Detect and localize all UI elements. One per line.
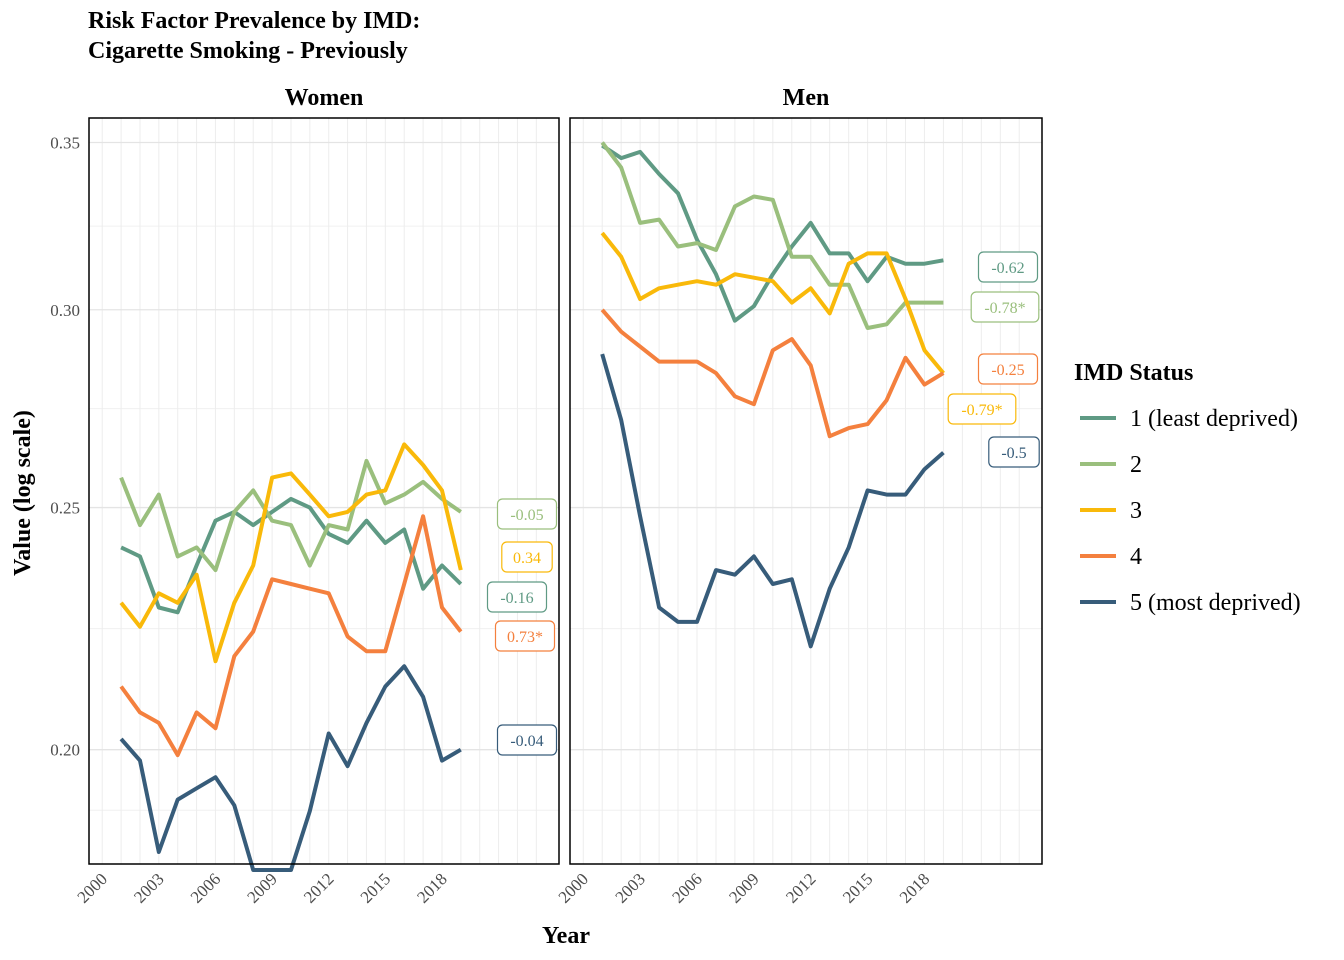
facet-label: Women (285, 85, 364, 111)
legend-label: 3 (1130, 498, 1142, 524)
series-line-5 (600, 353, 945, 649)
x-tick-label: 2006 (187, 869, 224, 906)
trend-label: 0.73* (494, 620, 556, 652)
trend-label-box (947, 393, 1017, 425)
trend-label-box (501, 541, 553, 573)
trend-label-text: -0.16 (500, 590, 533, 607)
series-line-4 (119, 514, 463, 758)
trend-label: -0.25 (977, 353, 1039, 385)
legend-item: 2 (1080, 452, 1142, 478)
trend-label: -0.62 (977, 251, 1039, 283)
chart-subtitle: Cigarette Smoking - Previously (88, 38, 408, 64)
trend-label-box (977, 251, 1039, 283)
series-line-3 (119, 442, 463, 664)
y-tick-label: 0.35 (50, 134, 80, 153)
trend-label: 0.34 (501, 541, 553, 573)
trend-label: -0.79* (947, 393, 1017, 425)
trend-label-box (496, 498, 558, 530)
x-tick-label: 2006 (668, 869, 705, 906)
trend-label-text: -0.25 (991, 362, 1024, 379)
series-line-1 (120, 496, 463, 615)
trend-label: -0.05 (496, 498, 558, 530)
panel-women: Women 0.20 0.25 0.30 0.35 2000 2003 2006 2009 201… (50, 85, 560, 907)
x-axis-title: Year (542, 923, 590, 949)
x-tick-label: 2000 (74, 869, 111, 906)
trend-label-box (486, 581, 548, 613)
x-tick-label: 2000 (555, 869, 592, 906)
x-tick-label: 2009 (725, 869, 762, 906)
trend-label-text: -0.78* (984, 300, 1025, 317)
series-line-2 (600, 141, 944, 330)
panel-border (88, 117, 560, 865)
legend-label: 5 (most deprived) (1130, 590, 1301, 616)
x-tick-label: 2012 (782, 869, 819, 906)
y-axis-title: Value (log scale) (10, 410, 36, 576)
y-tick-label: 0.25 (50, 499, 80, 518)
series-line-5 (119, 664, 462, 872)
legend-label: 1 (least deprived) (1130, 406, 1298, 432)
series-line-2 (119, 458, 462, 573)
trend-label: -0.78* (970, 291, 1040, 323)
chart-title: Risk Factor Prevalence by IMD: (88, 8, 420, 34)
trend-label-text: -0.05 (510, 507, 543, 524)
x-tick-label: 2018 (896, 869, 933, 906)
panel-border (569, 117, 1043, 865)
trend-label-box (496, 724, 558, 756)
trend-label-text: -0.04 (510, 733, 543, 750)
trend-label-text: -0.62 (991, 260, 1024, 277)
trend-label-box (970, 291, 1040, 323)
legend: IMD Status 1 (least deprived) 2 3 4 5 (most … (1074, 360, 1301, 616)
panel-men: Men 2000 2003 2006 2009 2012 2015 2018 -0.62 -0.7… (555, 85, 1043, 907)
y-tick-label: 0.30 (50, 301, 80, 320)
y-tick-label: 0.20 (50, 741, 80, 760)
x-tick-label: 2003 (130, 869, 167, 906)
trend-label-text: -0.5 (1001, 445, 1026, 462)
trend-label-box (494, 620, 556, 652)
trend-label-text: -0.79* (961, 402, 1002, 419)
x-tick-label: 2003 (611, 869, 648, 906)
x-tick-label: 2015 (357, 869, 394, 906)
x-tick-label: 2015 (839, 869, 876, 906)
legend-item: 4 (1080, 544, 1142, 570)
trend-label-text: 0.34 (513, 550, 541, 567)
trend-label: -0.16 (486, 581, 548, 613)
facet-label: Men (783, 85, 830, 111)
series-line-4 (600, 308, 945, 439)
legend-item: 1 (least deprived) (1080, 406, 1298, 432)
legend-label: 4 (1130, 544, 1142, 570)
x-tick-label: 2012 (300, 869, 337, 906)
legend-item: 5 (most deprived) (1080, 590, 1301, 616)
legend-item: 3 (1080, 498, 1142, 524)
trend-label: -0.5 (988, 436, 1040, 468)
trend-label-box (977, 353, 1039, 385)
trend-label: -0.04 (496, 724, 558, 756)
series-line-3 (600, 231, 945, 375)
x-tick-label: 2009 (243, 869, 280, 906)
legend-label: 2 (1130, 452, 1142, 478)
legend-title: IMD Status (1074, 360, 1193, 386)
facet-panels: Women 0.20 0.25 0.30 0.35 2000 2003 2006 2009 201… (50, 85, 1043, 907)
x-tick-label: 2018 (413, 869, 450, 906)
trend-label-text: 0.73* (507, 629, 543, 646)
trend-label-box (988, 436, 1040, 468)
